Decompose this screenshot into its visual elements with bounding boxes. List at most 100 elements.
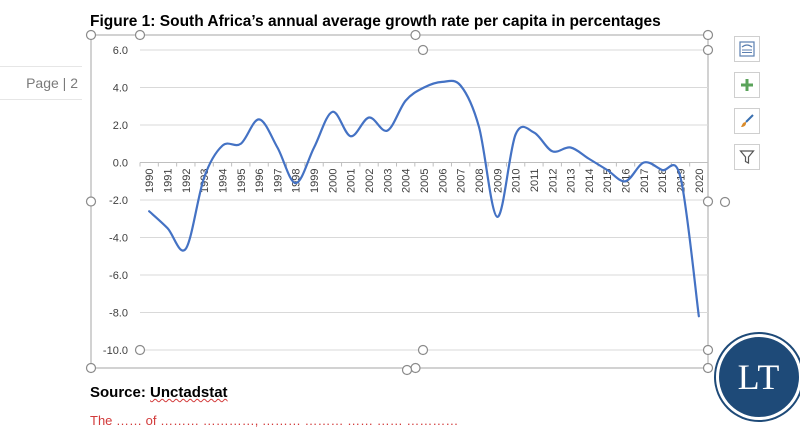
x-tick-label: 2001: [346, 169, 358, 193]
x-tick-label: 2020: [694, 169, 706, 193]
x-tick-label: 2015: [602, 169, 614, 193]
data-point: [183, 246, 188, 251]
x-tick-label: 1998: [291, 169, 303, 193]
x-tick-label: 1996: [254, 169, 266, 193]
data-point: [513, 132, 518, 137]
x-tick-label: 2002: [364, 169, 376, 193]
data-point: [641, 160, 646, 165]
x-tick-label: 1990: [144, 169, 156, 193]
brush-icon: [741, 114, 754, 127]
x-tick-label: 2006: [437, 169, 449, 193]
data-point: [367, 115, 372, 120]
resize-handle[interactable]: [85, 196, 97, 207]
filter-icon: [739, 150, 755, 164]
plot-area-handle[interactable]: [134, 29, 146, 41]
data-point: [330, 109, 335, 114]
data-point: [147, 209, 152, 214]
x-tick-label: 2007: [456, 169, 468, 193]
data-point: [403, 98, 408, 103]
x-tick-label: 1995: [236, 169, 248, 193]
resize-handle[interactable]: [702, 29, 714, 41]
data-point: [275, 145, 280, 150]
logo-text: LT: [737, 357, 781, 397]
x-tick-label: 2008: [474, 169, 486, 193]
resize-handle[interactable]: [85, 362, 97, 374]
plot-area-handle[interactable]: [417, 44, 429, 56]
data-point: [568, 145, 573, 150]
data-point: [531, 130, 536, 135]
plot-area-handle[interactable]: [702, 344, 714, 356]
x-tick-label: 1992: [181, 169, 193, 193]
x-tick-label: 2005: [419, 169, 431, 193]
x-tick-label: 1991: [162, 169, 174, 193]
lt-logo: LT: [716, 334, 800, 420]
x-tick-label: 2000: [327, 169, 339, 193]
x-tick-label: 2011: [529, 169, 541, 193]
data-point: [476, 124, 481, 129]
body-text-red: The …… of ……… …………, ……… ……… …… …… …………: [90, 413, 459, 428]
data-point: [605, 168, 610, 173]
gridlines: [140, 49, 708, 351]
data-point: [660, 168, 665, 173]
data-point: [623, 179, 628, 184]
plus-icon: [741, 79, 753, 91]
data-point: [312, 145, 317, 150]
x-tick-label: 1999: [309, 169, 321, 193]
series-line: [148, 79, 700, 318]
resize-handle[interactable]: [85, 29, 97, 41]
resize-handle[interactable]: [410, 362, 421, 374]
resize-handle[interactable]: [702, 196, 714, 207]
y-tick-label: -4.0: [109, 233, 128, 245]
resize-handle[interactable]: [410, 29, 421, 41]
y-axis-ticks: 6.0 4.0 2.0 0.0 -2.0 -4.0 -6.0 -8.0 -10.0: [103, 45, 128, 357]
resize-handle[interactable]: [719, 196, 731, 208]
y-tick-label: 0.0: [113, 158, 128, 170]
data-points: [147, 79, 702, 318]
x-tick-label: 2009: [492, 168, 504, 192]
resize-handle[interactable]: [702, 362, 714, 374]
data-point: [293, 181, 298, 186]
x-tick-label: 2003: [382, 169, 394, 193]
data-point: [422, 85, 427, 90]
y-tick-label: 6.0: [113, 45, 128, 57]
plot-area-handle[interactable]: [702, 44, 714, 56]
data-point: [586, 156, 591, 161]
data-point: [550, 149, 555, 154]
y-tick-label: 2.0: [113, 120, 128, 132]
chart-filters-button[interactable]: [734, 144, 760, 170]
plot-area-handle[interactable]: [417, 344, 429, 356]
y-tick-label: -6.0: [109, 270, 128, 282]
x-tick-label: 2004: [401, 169, 413, 193]
layout-options-button[interactable]: [734, 36, 760, 62]
data-point: [458, 83, 463, 88]
x-tick-label: 1994: [217, 169, 229, 193]
x-tick-label: 2013: [566, 169, 578, 193]
y-tick-label: -10.0: [103, 345, 128, 357]
source-label: Source:: [90, 384, 146, 401]
data-point: [165, 226, 170, 231]
data-point: [495, 214, 500, 219]
selection-handles: [85, 29, 731, 376]
x-tick-label: 2018: [657, 169, 669, 193]
y-tick-label: -8.0: [109, 308, 128, 320]
source-line: Source: Unctadstat: [90, 384, 228, 401]
data-point: [696, 314, 701, 319]
data-point: [257, 117, 262, 122]
data-point: [385, 128, 390, 133]
data-point: [440, 79, 445, 84]
data-point: [348, 134, 353, 139]
chart-frame[interactable]: [90, 34, 709, 369]
x-tick-label: 2014: [584, 169, 596, 193]
source-name: Unctadstat: [150, 384, 228, 401]
layout-icon: [739, 41, 755, 57]
plot-area-handle[interactable]: [134, 344, 146, 356]
y-tick-label: 4.0: [113, 83, 128, 95]
chart-elements-button[interactable]: [734, 72, 760, 98]
x-tick-label: 2012: [547, 169, 559, 193]
figure-title: Figure 1: South Africa’s annual average …: [90, 13, 661, 30]
chart-styles-button[interactable]: [734, 108, 760, 134]
resize-handle[interactable]: [401, 364, 413, 376]
y-tick-label: -2.0: [109, 195, 128, 207]
x-axis: 1990 1991 1992 1993 1994 1995 1996 1997 1998 1999…: [139, 162, 708, 193]
